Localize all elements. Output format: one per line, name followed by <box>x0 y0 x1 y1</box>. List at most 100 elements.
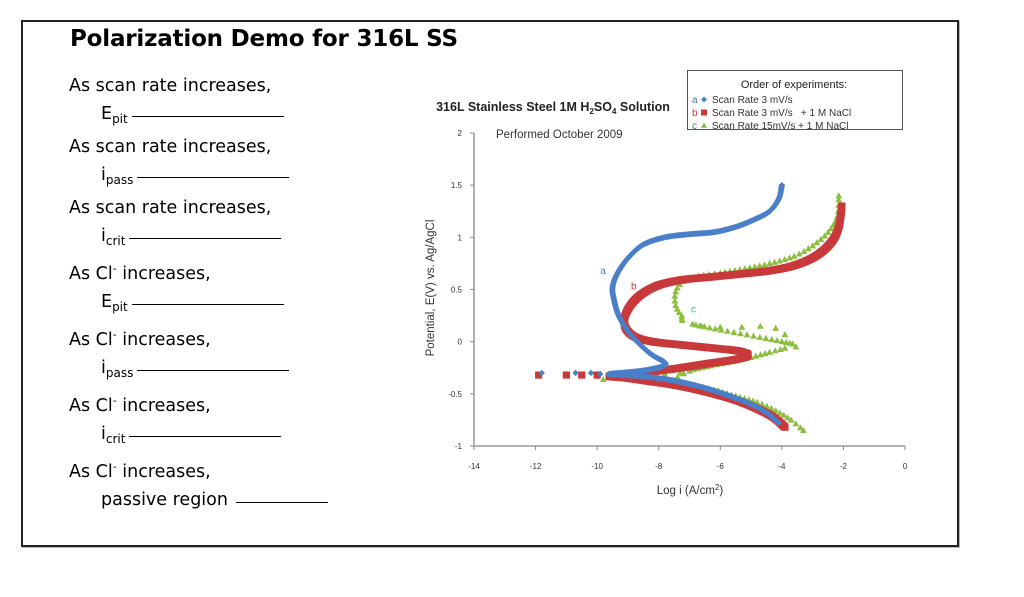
answer-blank[interactable] <box>129 436 282 437</box>
data-point-triangle <box>730 328 738 335</box>
data-point-triangle <box>750 332 757 339</box>
series-annotation-c: c <box>691 304 696 315</box>
data-point-triangle <box>792 343 800 350</box>
question-answer-line: icrit <box>69 222 328 255</box>
data-point-triangle <box>821 232 829 239</box>
data-point-triangle <box>776 409 784 416</box>
data-point-triangle <box>771 258 778 265</box>
data-point-triangle <box>784 414 791 421</box>
data-point-triangle <box>827 225 835 232</box>
x-axis-label-part: Log i (A/cm <box>657 485 715 497</box>
data-point-triangle <box>706 324 714 331</box>
data-point-triangle <box>674 373 681 380</box>
data-point-triangle <box>746 264 754 271</box>
slide-title: Polarization Demo for 316L SS <box>70 26 458 52</box>
chart-title-part: 4 <box>612 107 617 116</box>
question-answer-line: passive region <box>69 486 328 514</box>
data-point-triangle <box>813 239 821 246</box>
data-point-triangle <box>809 242 817 249</box>
data-point-triangle <box>766 348 773 355</box>
quantity-subscript: pit <box>112 112 128 126</box>
data-point-triangle <box>673 305 681 312</box>
data-point-triangle <box>780 411 788 418</box>
question-lead: As Cl- increases, <box>69 460 211 482</box>
x-tick-label: -6 <box>717 462 725 471</box>
data-point-triangle <box>675 308 683 316</box>
data-point-triangle <box>786 254 794 261</box>
data-point-diamond <box>597 370 604 378</box>
data-point-triangle <box>817 235 825 242</box>
data-point-triangle <box>738 323 746 330</box>
quantity-symbol: i <box>101 358 106 378</box>
chart-title-part: SO <box>594 100 612 114</box>
data-point-diamond <box>572 369 579 377</box>
x-axis-label-sup: 2 <box>715 483 720 492</box>
data-point-triangle <box>787 416 795 423</box>
question-lead: As Cl- increases, <box>69 394 211 416</box>
question-lead: As scan rate increases, <box>69 198 272 218</box>
chart-subtitle: Performed October 2009 <box>496 129 623 141</box>
answer-blank[interactable] <box>131 304 284 305</box>
data-point-triangle <box>795 250 803 257</box>
data-point-triangle <box>751 263 759 270</box>
question-lead: As scan rate increases, <box>69 137 272 157</box>
x-tick-label: -12 <box>530 462 542 471</box>
quantity-subscript: pass <box>105 366 134 380</box>
x-tick-label: -2 <box>840 462 848 471</box>
data-point-triangle <box>689 320 696 327</box>
data-point-triangle <box>778 337 786 345</box>
y-tick-label: 1 <box>458 233 463 242</box>
x-axis-label: Log i (A/cm2) <box>657 483 724 497</box>
data-point-square <box>578 371 586 379</box>
data-point-triangle <box>678 312 686 319</box>
data-point-triangle <box>673 284 681 291</box>
y-tick-label: -0.5 <box>448 390 462 399</box>
superscript: - <box>112 262 117 275</box>
data-point-diamond <box>778 181 786 189</box>
answer-blank[interactable] <box>131 116 284 117</box>
question-answer-line: Epit <box>69 100 328 133</box>
chart-axes: -1 -0.5 0 0.5 1 1.5 2 -14 -12 -10 -8 -6 -4 -2 0 <box>448 129 908 471</box>
data-point-triangle <box>599 375 607 382</box>
chart-title-part: 2 <box>589 107 594 116</box>
data-point-triangle <box>756 322 764 329</box>
data-point-triangle <box>671 297 679 304</box>
answer-blank[interactable] <box>235 502 328 503</box>
chart-title-part: 316L Stainless Steel 1M H <box>436 100 589 114</box>
data-point-triangle <box>804 245 812 252</box>
quantity-symbol: i <box>101 165 106 185</box>
data-point-triangle <box>737 330 744 337</box>
data-point-triangle <box>767 404 775 412</box>
data-point-triangle <box>711 325 719 332</box>
data-point-triangle <box>672 288 680 295</box>
data-point-triangle <box>792 420 800 427</box>
quantity-subscript: crit <box>105 234 126 248</box>
data-point-triangle <box>761 261 769 268</box>
x-axis-label-part: ) <box>719 485 723 497</box>
x-tick-label: 0 <box>903 462 908 471</box>
data-point-triangle <box>781 330 789 338</box>
answer-blank[interactable] <box>137 177 290 178</box>
data-point-triangle <box>762 334 770 341</box>
data-point-triangle <box>772 324 780 331</box>
data-point-triangle <box>781 344 789 351</box>
quantity-symbol: E <box>101 292 113 312</box>
quantity-subscript: crit <box>105 432 126 446</box>
chart-title-part: Solution <box>616 100 669 114</box>
superscript: - <box>112 328 117 341</box>
series-a: a <box>538 181 786 427</box>
data-point-square <box>838 202 846 210</box>
data-point-triangle <box>724 327 731 334</box>
question-answer-line: ipass <box>69 161 328 194</box>
data-point-triangle <box>824 228 832 235</box>
data-point-triangle <box>835 192 843 199</box>
quantity-symbol: passive region <box>101 490 228 510</box>
data-point-diamond <box>538 369 545 377</box>
quantity-subscript: pit <box>112 300 128 314</box>
answer-blank[interactable] <box>129 238 282 239</box>
question-lead: As scan rate increases, <box>69 76 272 96</box>
answer-blank[interactable] <box>137 370 290 371</box>
chart-series: c b a <box>535 181 846 434</box>
data-point-triangle <box>756 262 764 269</box>
